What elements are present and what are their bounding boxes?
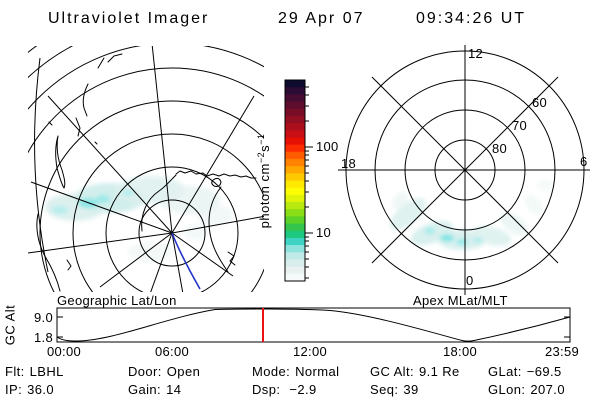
apex-panel-caption: Apex MLat/MLT (413, 293, 508, 308)
colorbar-block (285, 259, 305, 268)
status-dsp: Dsp: −2.9 (252, 382, 317, 397)
colorbar-label-s: s (257, 144, 273, 152)
colorbar-block (285, 101, 305, 110)
colorbar-block (285, 166, 305, 174)
gc-alt-panel (56, 307, 571, 343)
earth-limb-arc (34, 57, 49, 273)
colorbar-block (285, 130, 305, 139)
colorbar-block (285, 216, 305, 225)
colorbar-block (285, 252, 305, 261)
time-tick-0600: 06:00 (154, 344, 190, 359)
colorbar-block (285, 230, 305, 239)
gc-alt-ylabel: GC Alt (2, 304, 18, 346)
mlat-label-60: 60 (532, 95, 548, 110)
colorbar (284, 79, 313, 282)
latitude-circles (28, 46, 264, 292)
time-tick-1800: 18:00 (442, 344, 478, 359)
coastlines (36, 53, 257, 292)
colorbar-block (285, 108, 305, 117)
colorbar-block (285, 123, 305, 131)
colorbar-tick-100: 100 (316, 139, 339, 154)
colorbar-label-text: photon cm (257, 162, 273, 228)
colorbar-axis-label: photon cm−2s−1 (250, 80, 278, 281)
gc-alt-yticks (57, 316, 570, 338)
colorbar-block (285, 137, 305, 146)
colorbar-block (285, 266, 305, 275)
colorbar-block (285, 115, 305, 124)
status-glon: GLon: 207.0 (488, 382, 565, 397)
status-seq: Seq: 39 (370, 382, 419, 397)
colorbar-block (285, 151, 305, 160)
colorbar-block (285, 80, 305, 88)
orbit-track-line (171, 232, 201, 290)
status-door: Door: Open (128, 364, 201, 379)
colorbar-ticks (305, 86, 313, 279)
colorbar-block (285, 223, 305, 232)
colorbar-gradient (285, 80, 305, 282)
status-gain: Gain: 14 (128, 382, 182, 397)
status-flt: Flt: LBHL (5, 364, 64, 379)
colorbar-block (285, 87, 305, 95)
gc-alt-tick-18: 1.8 (34, 330, 53, 345)
gc-alt-ylabel-text: GC Alt (2, 304, 18, 346)
colorbar-tick-10: 10 (316, 225, 332, 240)
colorbar-block (285, 94, 305, 103)
gc-alt-tick-90: 9.0 (34, 310, 53, 325)
status-gcalt: GC Alt: 9.1 Re (370, 364, 460, 379)
colorbar-block (285, 237, 305, 246)
colorbar-block (285, 187, 305, 196)
apex-polar-plot (338, 45, 590, 295)
time-tick-0000: 00:00 (46, 344, 82, 359)
colorbar-label-exp2: −2 (255, 151, 266, 163)
geographic-map (28, 46, 264, 292)
mlat-label-80: 80 (492, 141, 508, 156)
colorbar-block (285, 202, 305, 210)
meridian-lines (28, 46, 264, 292)
colorbar-block (285, 245, 305, 253)
mlt-label-18: 18 (341, 156, 357, 171)
mlt-spokes (338, 45, 590, 295)
colorbar-block (285, 173, 305, 182)
colorbar-block (285, 209, 305, 217)
colorbar-block (285, 180, 305, 189)
app-title: Ultraviolet Imager (48, 10, 210, 27)
mlt-label-6: 6 (580, 154, 588, 169)
mlt-label-0: 0 (466, 273, 474, 288)
time-tick-1200: 12:00 (292, 344, 328, 359)
status-ip: IP: 36.0 (5, 382, 55, 397)
status-glat: GLat: −69.5 (488, 364, 562, 379)
colorbar-label-exp1: −1 (255, 133, 266, 145)
aurora-patches-apex (389, 179, 553, 250)
colorbar-block (285, 194, 305, 203)
colorbar-block (285, 158, 305, 167)
geo-panel-caption: Geographic Lat/Lon (57, 293, 177, 308)
status-mode: Mode: Normal (252, 364, 340, 379)
mlat-label-70: 70 (512, 118, 528, 133)
time-tick-2359: 23:59 (544, 344, 580, 359)
altitude-curve (56, 308, 571, 342)
title-date: 29 Apr 07 (278, 10, 365, 27)
aurora-patches-geo (45, 176, 233, 262)
title-time: 09:34:26 UT (416, 10, 527, 27)
colorbar-block (285, 144, 305, 153)
mlt-label-12: 12 (468, 46, 484, 61)
colorbar-block (285, 273, 305, 282)
